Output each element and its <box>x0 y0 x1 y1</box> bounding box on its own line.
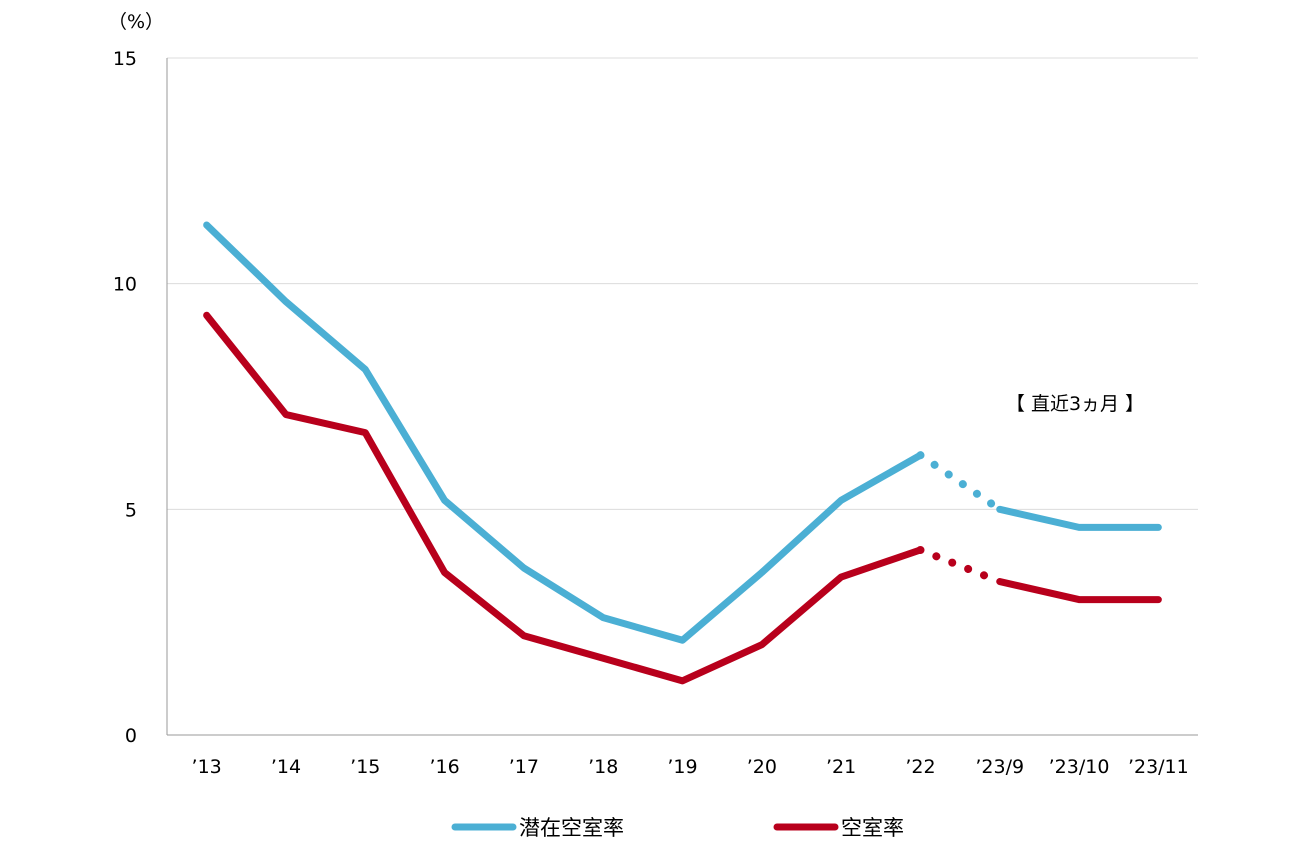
y-tick-labels: 0 5 10 15 <box>113 48 137 747</box>
series-line-solid <box>203 311 924 685</box>
data-point <box>364 368 366 370</box>
series-line-solid <box>203 221 924 644</box>
x-tick-label: ’13 <box>192 756 222 778</box>
series-line-dotted <box>916 545 1004 586</box>
series-1 <box>203 221 1162 644</box>
data-point <box>1157 526 1159 528</box>
x-tick-label: ’14 <box>271 756 301 778</box>
data-point <box>285 414 287 416</box>
data-point <box>364 432 366 434</box>
data-point <box>999 508 1001 510</box>
series-2 <box>203 311 1162 685</box>
data-point <box>840 576 842 578</box>
data-point <box>999 581 1001 583</box>
y-tick-label: 15 <box>113 48 137 70</box>
legend-label: 潜在空室率 <box>519 816 624 840</box>
x-tick-label: ’15 <box>350 756 380 778</box>
x-tick-label: ’22 <box>905 756 935 778</box>
series-lines <box>203 221 1162 685</box>
data-point <box>840 499 842 501</box>
series-line-solid <box>996 578 1162 604</box>
y-tick-label: 5 <box>125 499 137 521</box>
data-point <box>761 572 763 574</box>
x-tick-label: ’16 <box>429 756 459 778</box>
x-tick-label: ’19 <box>667 756 697 778</box>
legend: 潜在空室率 空室率 <box>451 816 904 840</box>
data-point <box>1078 599 1080 601</box>
data-point <box>206 314 208 316</box>
data-point <box>602 657 604 659</box>
data-point <box>523 567 525 569</box>
data-point <box>761 644 763 646</box>
x-tick-label: ’18 <box>588 756 618 778</box>
x-tick-label: ’23/9 <box>975 756 1024 778</box>
data-point <box>444 572 446 574</box>
data-point <box>919 549 921 551</box>
series-line-solid <box>996 505 1162 531</box>
x-tick-labels: ’13 ’14 ’15 ’16 ’17 ’18 ’19 ’20 ’21 ’22 ’23/9 ’23/1… <box>192 756 1189 778</box>
data-point <box>285 301 287 303</box>
x-tick-label: ’21 <box>826 756 856 778</box>
y-tick-label: 0 <box>125 725 137 747</box>
data-point <box>919 454 921 456</box>
data-point <box>682 680 684 682</box>
legend-label: 空室率 <box>841 816 904 840</box>
gridlines <box>167 57 1198 510</box>
data-point <box>523 635 525 637</box>
data-point <box>1078 526 1080 528</box>
y-axis-unit-label: （%） <box>108 11 164 33</box>
data-point <box>682 639 684 641</box>
data-point <box>602 617 604 619</box>
data-point <box>444 499 446 501</box>
x-tick-label: ’23/11 <box>1128 756 1189 778</box>
data-point <box>1157 599 1159 601</box>
y-tick-label: 10 <box>113 274 137 296</box>
x-tick-label: ’17 <box>509 756 539 778</box>
recent-months-annotation: 【 直近3ヵ月 】 <box>1006 393 1144 415</box>
x-tick-label: ’23/10 <box>1049 756 1110 778</box>
series-line-dotted <box>916 451 1004 514</box>
data-point <box>206 224 208 226</box>
x-tick-label: ’20 <box>747 756 777 778</box>
